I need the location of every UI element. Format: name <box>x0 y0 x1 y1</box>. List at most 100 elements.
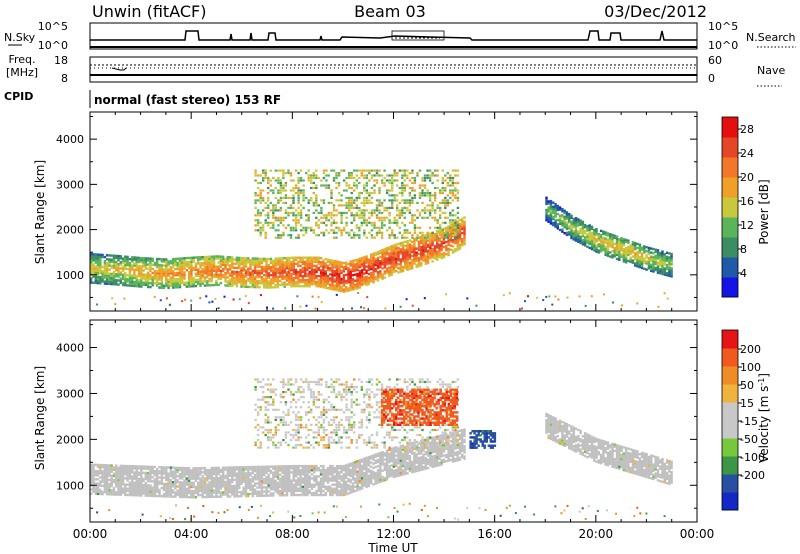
power-cell <box>413 231 417 234</box>
power-cell <box>115 275 118 278</box>
power-cell <box>197 270 200 273</box>
power-cell <box>333 260 336 263</box>
power-cell <box>254 169 257 172</box>
power-cell <box>627 239 630 242</box>
colorbar-swatch <box>722 137 738 158</box>
power-cell <box>385 179 389 182</box>
velocity-cell <box>238 482 241 486</box>
power-cell <box>340 221 343 224</box>
velocity-cell <box>167 487 170 490</box>
velocity-cell <box>146 473 150 477</box>
power-cell <box>355 206 358 209</box>
power-cell <box>283 275 286 278</box>
power-cell <box>423 216 427 219</box>
power-cell <box>388 272 391 275</box>
power-cell <box>345 224 348 227</box>
power-cell <box>602 230 605 233</box>
power-cell <box>565 213 569 216</box>
power-cell <box>327 174 331 177</box>
power-cell <box>297 211 300 214</box>
power-cell <box>233 272 236 276</box>
power-cell <box>149 257 152 260</box>
power-cell <box>360 191 363 195</box>
power-cell <box>388 179 391 182</box>
power-cell <box>638 251 641 255</box>
power-cell <box>251 285 254 289</box>
power-cell <box>160 272 163 275</box>
power-cell <box>365 283 368 287</box>
velocity-cell <box>142 488 145 491</box>
power-cell <box>444 201 447 204</box>
power-cell <box>406 262 409 265</box>
power-cell <box>283 263 286 266</box>
power-cell <box>290 279 293 282</box>
power-cell <box>554 219 557 222</box>
power-cell <box>406 240 409 243</box>
power-cell <box>149 265 152 268</box>
power-cell <box>604 233 607 236</box>
power-cell <box>304 283 307 286</box>
power-cell <box>391 201 394 204</box>
velocity-cell <box>140 467 143 470</box>
power-cell <box>249 281 252 285</box>
velocity-cell <box>194 475 198 478</box>
velocity-cell <box>203 485 207 488</box>
power-cell <box>146 263 150 266</box>
power-cell <box>304 260 307 263</box>
power-cell <box>279 179 283 182</box>
velocity-cell <box>158 480 161 483</box>
power-cell <box>652 252 655 255</box>
power-cell <box>199 256 202 259</box>
velocity-cell <box>165 493 168 496</box>
power-cell <box>272 278 275 281</box>
power-cell <box>413 219 417 222</box>
power-cell <box>385 253 389 256</box>
velocity-cell <box>238 478 241 481</box>
velocity-cell <box>231 474 234 477</box>
power-cell <box>403 184 406 187</box>
power-cell <box>117 265 120 268</box>
power-cell <box>267 272 270 275</box>
power-cell <box>375 172 379 175</box>
power-cell <box>613 250 616 254</box>
velocity-cell <box>162 472 166 475</box>
power-cell <box>110 278 113 282</box>
power-cell <box>620 247 623 250</box>
power-cell <box>304 278 307 282</box>
power-cell <box>344 281 348 285</box>
velocity-cell <box>176 474 179 478</box>
velocity-cell <box>185 473 188 476</box>
power-cell <box>353 231 356 234</box>
velocity-cell <box>174 466 177 469</box>
velocity-cell <box>158 470 161 473</box>
power-cell <box>232 298 235 301</box>
power-cell <box>262 176 265 180</box>
power-cell <box>272 273 275 277</box>
power-cell <box>342 278 346 281</box>
power-cell <box>126 261 129 265</box>
power-cell <box>358 286 361 289</box>
power-cell <box>423 191 427 195</box>
power-cell <box>340 279 343 283</box>
power-cell <box>174 274 177 277</box>
power-cell <box>406 209 409 212</box>
velocity-cell <box>140 469 143 472</box>
velocity-cell <box>253 467 257 471</box>
velocity-cell <box>133 487 136 491</box>
velocity-cell <box>228 482 232 486</box>
power-cell <box>429 252 432 256</box>
power-cell <box>442 235 446 239</box>
velocity-cell <box>256 478 259 481</box>
velocity-cell <box>292 493 295 497</box>
velocity-cell <box>240 466 243 469</box>
power-cell <box>203 270 207 273</box>
power-cell <box>408 247 412 250</box>
velocity-cell <box>285 469 289 472</box>
velocity-cell <box>103 468 107 471</box>
power-cell <box>436 250 439 253</box>
power-cell <box>375 231 379 234</box>
velocity-cell <box>99 476 102 479</box>
velocity-cell <box>156 484 159 487</box>
velocity-cell <box>292 485 295 488</box>
power-cell <box>390 261 393 264</box>
